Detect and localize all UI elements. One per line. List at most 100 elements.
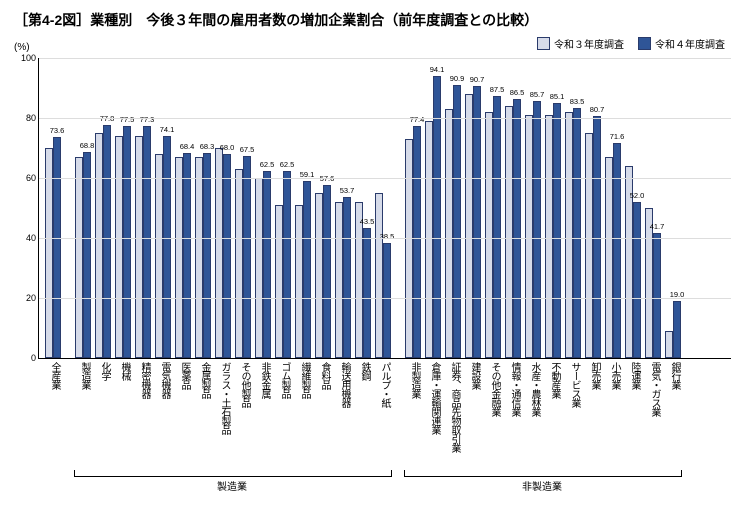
category-label: 輸送用機器 <box>337 362 352 407</box>
bar <box>115 136 123 358</box>
category-label: 非鉄金属 <box>257 362 272 398</box>
category-label: ゴム製品 <box>277 362 292 398</box>
bar <box>143 126 151 358</box>
group-brace: 非製造業 <box>404 470 680 484</box>
bar-value: 53.7 <box>340 186 355 195</box>
bar <box>363 228 371 359</box>
category-label: 不動産業 <box>547 362 562 398</box>
bar-value: 38.5 <box>380 232 395 241</box>
bar <box>163 136 171 358</box>
bar-value: 74.1 <box>160 125 175 134</box>
bar <box>573 108 581 359</box>
bar <box>135 136 143 358</box>
category-label: 証券、商品先物取引業 <box>447 362 462 452</box>
bar <box>303 181 311 358</box>
bar <box>175 157 183 358</box>
bar <box>323 185 331 358</box>
category-label: 電気機器 <box>157 362 172 398</box>
bar-value: 62.5 <box>280 160 295 169</box>
bar-value: 85.1 <box>550 92 565 101</box>
bar <box>383 243 391 359</box>
bar-value: 41.7 <box>650 222 665 231</box>
bar-value: 86.5 <box>510 88 525 97</box>
category-label: ガラス・土石製品 <box>217 362 232 434</box>
category-label: その他金融業 <box>487 362 502 416</box>
y-tick: 80 <box>14 113 36 123</box>
category-label: 全産業 <box>47 362 62 389</box>
bar <box>195 157 203 358</box>
bar <box>405 139 413 358</box>
bar-value: 71.6 <box>610 132 625 141</box>
bar-value: 67.5 <box>240 145 255 154</box>
bar <box>485 112 493 358</box>
category-label: サービス業 <box>567 362 582 407</box>
group-brace-label: 製造業 <box>217 478 247 493</box>
bar <box>203 153 211 358</box>
bar <box>103 125 111 358</box>
bar <box>545 115 553 358</box>
bar <box>665 331 673 358</box>
bar <box>673 301 681 358</box>
bar <box>513 99 521 359</box>
category-label: 食料品 <box>317 362 332 389</box>
bar-value: 43.5 <box>360 217 375 226</box>
category-label: 卸売業 <box>587 362 602 389</box>
bar <box>375 193 383 358</box>
category-label: 医薬品 <box>177 362 192 389</box>
bar <box>45 148 53 358</box>
bar <box>465 94 473 358</box>
category-label: 鉄鋼 <box>357 362 372 380</box>
category-label: 繊維製品 <box>297 362 312 398</box>
bar-value: 68.0 <box>220 143 235 152</box>
bar <box>445 109 453 358</box>
legend-item: 令和３年度調査 <box>537 36 624 51</box>
group-brace: 製造業 <box>74 470 390 484</box>
bar <box>283 171 291 359</box>
bar <box>425 121 433 358</box>
y-tick: 40 <box>14 233 36 243</box>
bar-value: 90.7 <box>470 75 485 84</box>
bar <box>605 157 613 358</box>
bar <box>75 157 83 358</box>
bar-value: 68.4 <box>180 142 195 151</box>
bar <box>275 205 283 358</box>
bar <box>585 133 593 358</box>
bar <box>223 154 231 358</box>
bar <box>343 197 351 358</box>
bar <box>243 156 251 359</box>
bar-value: 83.5 <box>570 97 585 106</box>
y-axis-unit: (%) <box>14 42 30 53</box>
legend-item: 令和４年度調査 <box>638 36 725 51</box>
category-label: 金属製品 <box>197 362 212 398</box>
bar-value: 77.3 <box>140 115 155 124</box>
bar <box>505 106 513 358</box>
bar-value: 52.0 <box>630 191 645 200</box>
category-label: その他製品 <box>237 362 252 407</box>
group-brace-label: 非製造業 <box>522 478 562 493</box>
bar <box>525 115 533 358</box>
bar-value: 73.6 <box>50 126 65 135</box>
bar-value: 62.5 <box>260 160 275 169</box>
category-label: 電気・ガス業 <box>647 362 662 416</box>
category-label: 小売業 <box>607 362 622 389</box>
bar-value: 68.8 <box>80 141 95 150</box>
bar <box>653 233 661 358</box>
bar <box>215 148 223 358</box>
bar <box>183 153 191 358</box>
category-label: 化学 <box>97 362 112 380</box>
category-label: 情報・通信業 <box>507 362 522 416</box>
bar <box>453 85 461 358</box>
category-label: 非製造業 <box>407 362 422 398</box>
bar <box>83 152 91 358</box>
category-label: 銀行業 <box>667 362 682 389</box>
bar-chart: 73.668.877.877.577.374.168.468.368.067.5… <box>38 58 731 359</box>
y-tick: 20 <box>14 293 36 303</box>
bar <box>123 126 131 359</box>
bar <box>493 96 501 359</box>
bar <box>155 154 163 358</box>
bar <box>53 137 61 358</box>
bar <box>263 171 271 359</box>
bar <box>315 193 323 358</box>
category-label: 陸運業 <box>627 362 642 389</box>
bar-value: 85.7 <box>530 90 545 99</box>
